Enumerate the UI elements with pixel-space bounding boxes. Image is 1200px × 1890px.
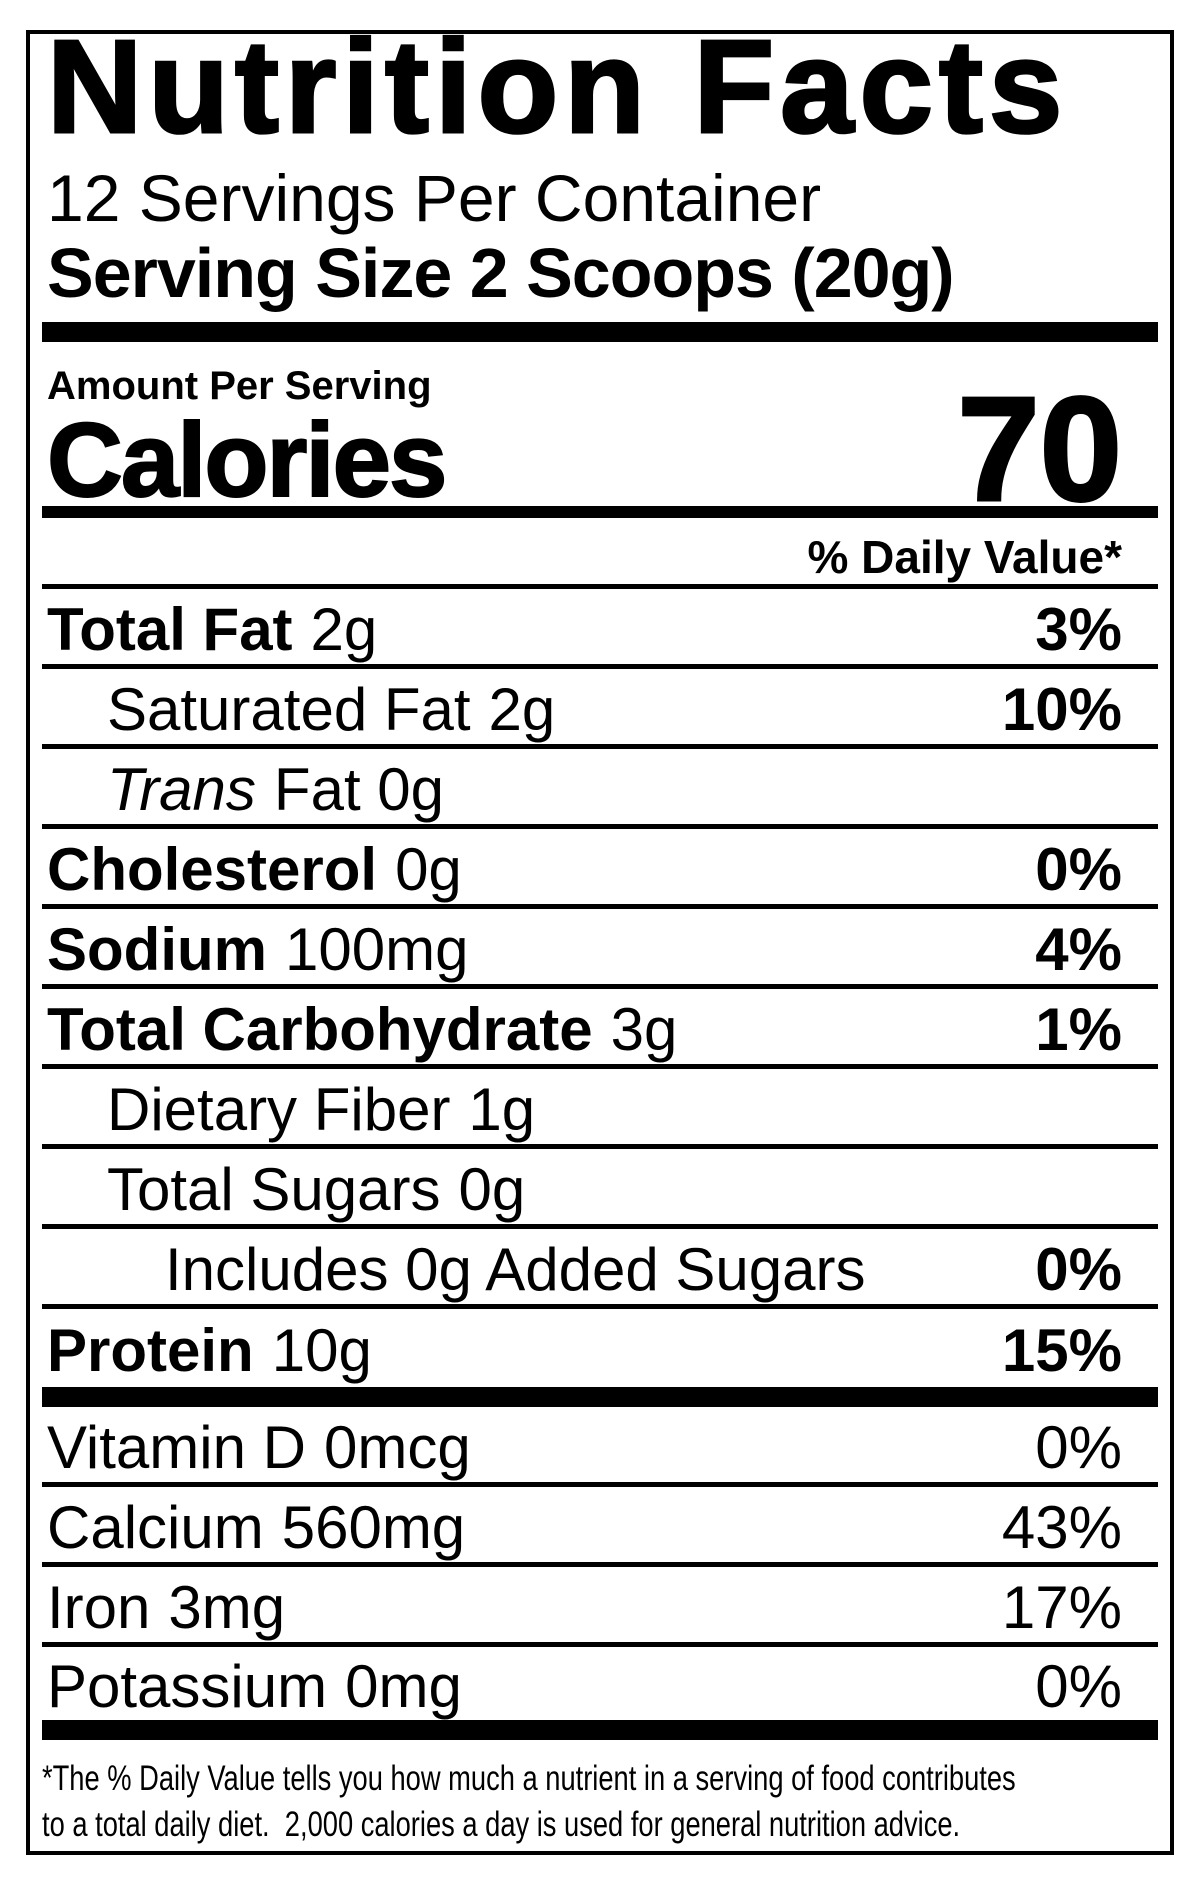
nutrient-name: Total Sugars — [107, 1155, 441, 1223]
nutrient-text: Total Sugars 0g — [47, 1159, 525, 1220]
daily-value-percent: 0% — [1035, 835, 1122, 903]
calories-value: 70 — [956, 367, 1124, 533]
nutrient-amount: 560mg — [281, 1493, 466, 1561]
footnote-line-1: *The % Daily Value tells you how much a … — [42, 1759, 1016, 1799]
nutrient-text: Vitamin D 0mcg — [47, 1417, 471, 1478]
nutrient-amount: 100mg — [285, 915, 469, 983]
nutrient-text: Includes 0g Added Sugars — [47, 1239, 866, 1300]
label-title: Nutrition Facts — [46, 30, 1069, 160]
nutrient-text: Cholesterol 0g — [47, 839, 462, 900]
row-total-sugars: Total Sugars 0g — [42, 1149, 1158, 1230]
row-protein: Protein 10g 15% — [42, 1309, 1158, 1387]
nutrient-name: Sodium — [47, 915, 267, 983]
calories-row: Calories 70 — [42, 374, 1158, 525]
daily-value-percent: 43% — [1001, 1493, 1122, 1561]
row-total-fat: Total Fat 2g 3% — [42, 589, 1158, 670]
calories-label: Calories — [46, 402, 448, 520]
separator-bar-calories — [42, 506, 1158, 519]
footnote-line-2: to a total daily diet. 2,000 calories a … — [42, 1804, 961, 1844]
nutrient-text: Iron 3mg — [47, 1577, 285, 1638]
daily-value-percent: 0% — [1035, 1413, 1122, 1481]
nutrient-text: Trans Fat 0g — [47, 759, 444, 820]
nutrient-name: Calcium — [47, 1493, 264, 1561]
row-dietary-fiber: Dietary Fiber 1g — [42, 1069, 1158, 1150]
daily-value-percent: 4% — [1035, 915, 1122, 983]
row-trans-fat: Trans Fat 0g — [42, 749, 1158, 830]
row-sodium: Sodium 100mg 4% — [42, 909, 1158, 990]
nutrient-text: Potassium 0mg — [47, 1656, 462, 1717]
nutrient-text: Sodium 100mg — [47, 919, 468, 980]
daily-value-footnote: *The % Daily Value tells you how much a … — [42, 1740, 1016, 1847]
serving-size: Serving Size 2 Scoops (20g) — [47, 233, 955, 312]
daily-value-percent: 15% — [1001, 1317, 1122, 1385]
daily-value-percent: 0% — [1035, 1235, 1122, 1303]
nutrient-text: Total Fat 2g — [47, 599, 377, 660]
daily-value-percent: 0% — [1035, 1652, 1122, 1720]
nutrient-amount: 10g — [271, 1317, 372, 1385]
nutrient-name: Total Carbohydrate — [47, 995, 593, 1063]
nutrient-amount: Fat 0g — [273, 755, 445, 823]
nutrient-amount: 1g — [468, 1075, 536, 1143]
separator-bar-bottom — [42, 1720, 1158, 1741]
nutrient-text: Saturated Fat 2g — [47, 679, 555, 740]
row-potassium: Potassium 0mg 0% — [42, 1647, 1158, 1720]
daily-value-percent: 17% — [1001, 1573, 1122, 1641]
row-cholesterol: Cholesterol 0g 0% — [42, 829, 1158, 910]
nutrient-name: Total Fat — [47, 595, 293, 663]
nutrient-name: Protein — [47, 1317, 254, 1385]
nutrient-amount: 3g — [610, 995, 678, 1063]
amount-per-serving-label: Amount Per Serving — [47, 364, 432, 409]
nutrient-amount: 0g — [458, 1155, 526, 1223]
nutrient-name: Potassium — [47, 1652, 328, 1720]
nutrient-name: Includes 0g Added Sugars — [165, 1235, 866, 1303]
row-iron: Iron 3mg 17% — [42, 1567, 1158, 1648]
nutrient-text: Dietary Fiber 1g — [47, 1079, 535, 1140]
row-vitamin-d: Vitamin D 0mcg 0% — [42, 1407, 1158, 1488]
nutrient-amount: 2g — [310, 595, 378, 663]
servings-per-container: 12 Servings Per Container — [47, 160, 822, 235]
nutrient-amount: 3mg — [168, 1573, 286, 1641]
daily-value-percent: 1% — [1035, 995, 1122, 1063]
nutrient-text: Total Carbohydrate 3g — [47, 999, 677, 1060]
nutrient-name: Dietary Fiber — [107, 1075, 451, 1143]
daily-value-percent: 10% — [1001, 675, 1122, 743]
daily-value-percent: 3% — [1035, 595, 1122, 663]
nutrient-name: Cholesterol — [47, 835, 378, 903]
row-saturated-fat: Saturated Fat 2g 10% — [42, 669, 1158, 750]
row-added-sugars: Includes 0g Added Sugars 0% — [42, 1229, 1158, 1310]
row-calcium: Calcium 560mg 43% — [42, 1487, 1158, 1568]
row-total-carbohydrate: Total Carbohydrate 3g 1% — [42, 989, 1158, 1070]
separator-bar-protein — [42, 1387, 1158, 1408]
nutrient-name: Iron — [47, 1573, 151, 1641]
separator-bar-top — [42, 322, 1158, 343]
daily-value-header: % Daily Value* — [42, 518, 1158, 590]
nutrition-facts-label: Nutrition Facts 12 Servings Per Containe… — [26, 30, 1174, 1855]
nutrient-amount: 0mcg — [323, 1413, 471, 1481]
nutrient-name: Saturated Fat — [107, 675, 471, 743]
nutrient-amount: 0mg — [345, 1652, 462, 1720]
nutrient-text: Calcium 560mg — [47, 1497, 465, 1558]
nutrient-amount: 0g — [395, 835, 462, 903]
nutrient-text: Protein 10g — [47, 1321, 372, 1381]
nutrient-name: Vitamin D — [47, 1413, 306, 1481]
nutrient-amount: 2g — [488, 675, 556, 743]
nutrient-name: Trans — [107, 755, 256, 823]
